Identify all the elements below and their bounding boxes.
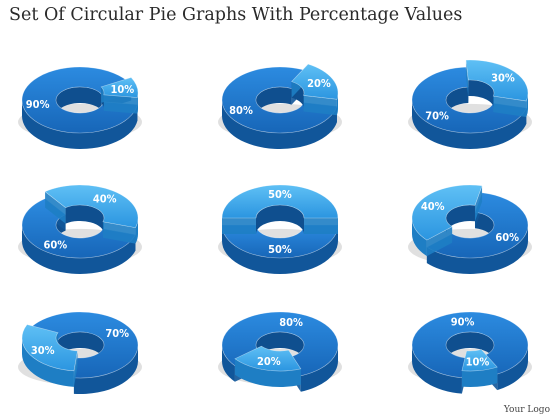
donut-label: 30% (491, 72, 515, 85)
donut-slice (465, 59, 529, 117)
donut-label: 80% (229, 104, 253, 117)
donut-slice (234, 345, 302, 388)
donut-chart-2: 80% 20% (218, 63, 342, 150)
donut-label: 90% (26, 98, 50, 111)
donut-label: 50% (268, 188, 292, 201)
donut-slice (21, 324, 78, 387)
donut-label: 60% (43, 239, 67, 252)
donut-label: 10% (111, 83, 135, 96)
donut-chart-1: 90% 10% (18, 66, 142, 149)
donut-chart-7: 70% 30% (18, 311, 142, 394)
donut-slice (411, 184, 483, 257)
donut-label: 50% (268, 243, 292, 256)
donut-label: 40% (421, 200, 445, 213)
donut-chart-4: 60% 40% (18, 184, 142, 274)
donut-label: 70% (105, 327, 129, 340)
donut-chart-9: 90% 10% (408, 311, 532, 394)
donut-chart-3: 70% 30% (408, 59, 532, 149)
page-title: Set Of Circular Pie Graphs With Percenta… (9, 5, 463, 25)
donut-slice (291, 63, 339, 116)
donut-slice (221, 184, 339, 234)
donut-label: 90% (451, 315, 475, 328)
donut-slice (100, 77, 139, 114)
donut-label: 80% (279, 316, 303, 329)
donut-slice (461, 349, 498, 387)
donut-chart-5: 50% 50% (218, 184, 342, 274)
donut-label: 30% (31, 344, 55, 357)
donut-label: 40% (93, 192, 117, 205)
donut-label: 20% (257, 355, 281, 368)
donut-label: 10% (466, 356, 490, 369)
donut-chart-6: 60% 40% (408, 184, 532, 274)
donut-label: 60% (495, 231, 519, 244)
logo-text: Your Logo (503, 405, 550, 415)
donut-label: 70% (425, 109, 449, 122)
donut-chart-8: 80% 20% (218, 311, 342, 392)
donut-slice (44, 184, 139, 244)
donut-label: 20% (307, 77, 331, 90)
